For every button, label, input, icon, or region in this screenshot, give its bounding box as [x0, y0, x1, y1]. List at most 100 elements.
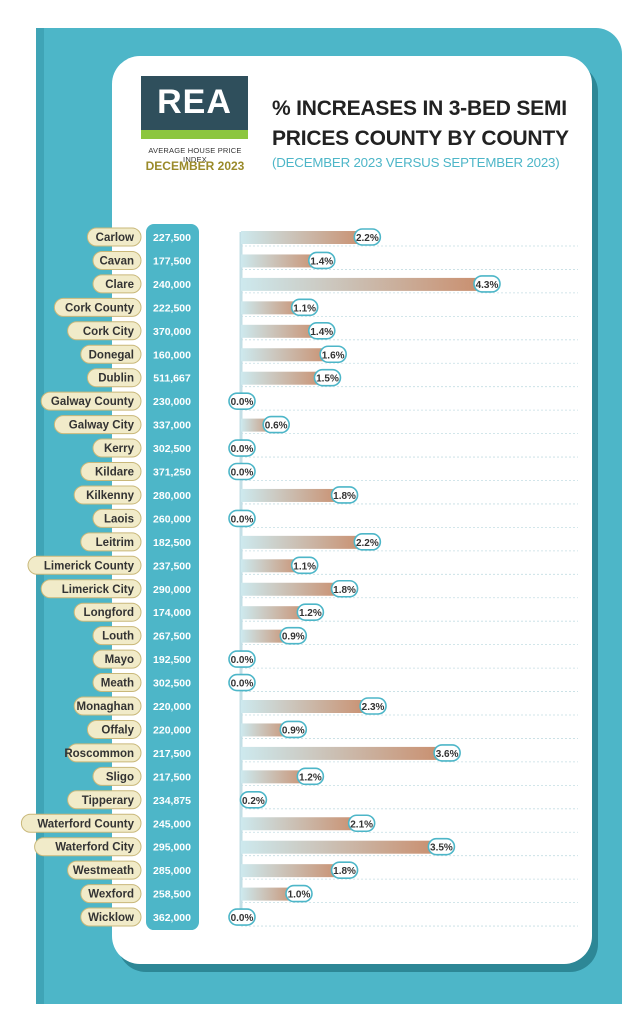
value-bubble — [313, 368, 342, 387]
county-label: Cavan — [99, 255, 134, 267]
price-label: 302,500 — [153, 443, 191, 455]
county-label: Kildare — [95, 467, 134, 479]
county-label-pill — [86, 719, 142, 739]
price-label: 258,500 — [153, 889, 191, 901]
price-label: 370,000 — [153, 326, 191, 338]
value-bubble — [228, 908, 256, 926]
price-label: 217,500 — [153, 771, 191, 783]
bar — [241, 301, 304, 315]
value-label: 0.0% — [231, 468, 254, 479]
bar — [241, 231, 367, 244]
price-label: 177,500 — [153, 255, 191, 267]
price-label: 220,000 — [153, 724, 191, 736]
value-label: 1.5% — [316, 374, 339, 385]
price-label: 240,000 — [153, 279, 191, 291]
value-bubble — [347, 814, 376, 833]
value-bubble — [433, 744, 461, 762]
bar — [241, 864, 344, 878]
bar — [241, 582, 344, 596]
value-bubble — [228, 392, 256, 410]
county-label: Tipperary — [82, 795, 135, 807]
bar — [241, 840, 441, 854]
county-label: Offaly — [101, 724, 134, 736]
county-label: Roscommon — [64, 748, 134, 760]
county-label-pill — [92, 673, 142, 693]
county-label-pill — [92, 626, 142, 646]
value-bubble — [228, 650, 256, 668]
county-label-pill — [67, 743, 142, 763]
value-label: 1.1% — [293, 561, 316, 572]
bar — [241, 254, 321, 268]
value-label: 1.4% — [310, 256, 333, 267]
county-label: Waterford County — [37, 818, 134, 830]
bar — [241, 746, 447, 760]
value-label: 0.9% — [282, 632, 305, 643]
county-label: Sligo — [106, 771, 134, 783]
value-bubble — [285, 884, 313, 903]
value-bubble — [262, 415, 290, 434]
value-bubble — [228, 462, 256, 481]
bar — [241, 817, 361, 831]
value-bubble — [279, 626, 308, 645]
value-bubble — [353, 533, 382, 551]
price-label: 295,000 — [153, 842, 191, 854]
value-label: 0.0% — [231, 514, 254, 525]
value-label: 0.0% — [231, 679, 254, 690]
county-label-pill — [92, 766, 142, 786]
value-label: 1.8% — [333, 585, 356, 596]
price-label: 237,500 — [153, 560, 191, 572]
value-label: 0.0% — [231, 397, 254, 408]
value-bubble — [279, 720, 308, 739]
price-label: 230,000 — [153, 396, 191, 408]
value-bubble — [228, 673, 256, 692]
county-label-pill — [73, 485, 142, 505]
bar — [241, 606, 310, 620]
price-label: 371,250 — [153, 467, 191, 479]
value-label: 3.5% — [430, 843, 453, 854]
county-label: Louth — [102, 631, 134, 643]
county-label: Limerick County — [44, 560, 135, 572]
bar — [241, 723, 293, 737]
price-label: 302,500 — [153, 678, 191, 690]
value-bubble — [353, 228, 382, 246]
value-label: 1.4% — [310, 327, 333, 338]
bar — [241, 770, 310, 784]
county-label-pill — [20, 813, 142, 833]
value-bubble — [239, 790, 268, 809]
county-label: Galway County — [51, 396, 135, 408]
county-label-pill — [27, 555, 142, 575]
value-label: 0.2% — [242, 796, 265, 807]
value-bubble — [307, 321, 336, 340]
county-label: Cork County — [65, 302, 135, 314]
value-bubble — [296, 603, 325, 622]
county-label: Carlow — [96, 232, 134, 244]
value-label: 2.1% — [350, 819, 373, 830]
price-label: 182,500 — [153, 537, 191, 549]
price-label: 160,000 — [153, 349, 191, 361]
county-label-pill — [53, 415, 142, 435]
county-label-pill — [67, 860, 142, 880]
rea-logo — [141, 76, 248, 130]
county-label-pill — [73, 602, 142, 622]
value-bubble — [228, 509, 256, 528]
county-label-pill — [80, 907, 142, 927]
bar — [241, 700, 373, 713]
bar — [241, 629, 293, 643]
price-label: 174,000 — [153, 607, 191, 619]
county-label: Westmeath — [73, 865, 134, 877]
price-column — [146, 224, 199, 931]
rea-logo-text: REA — [157, 83, 232, 121]
county-label: Laois — [104, 513, 134, 525]
county-label: Wexford — [88, 889, 134, 901]
county-label: Limerick City — [62, 584, 135, 596]
price-label: 260,000 — [153, 513, 191, 525]
value-label: 0.0% — [231, 444, 254, 455]
value-label: 1.6% — [322, 350, 345, 361]
value-label: 1.0% — [288, 890, 311, 901]
bar — [241, 348, 333, 362]
value-label: 3.6% — [436, 749, 459, 760]
value-bubble — [330, 486, 359, 504]
county-label-pill — [73, 696, 142, 716]
